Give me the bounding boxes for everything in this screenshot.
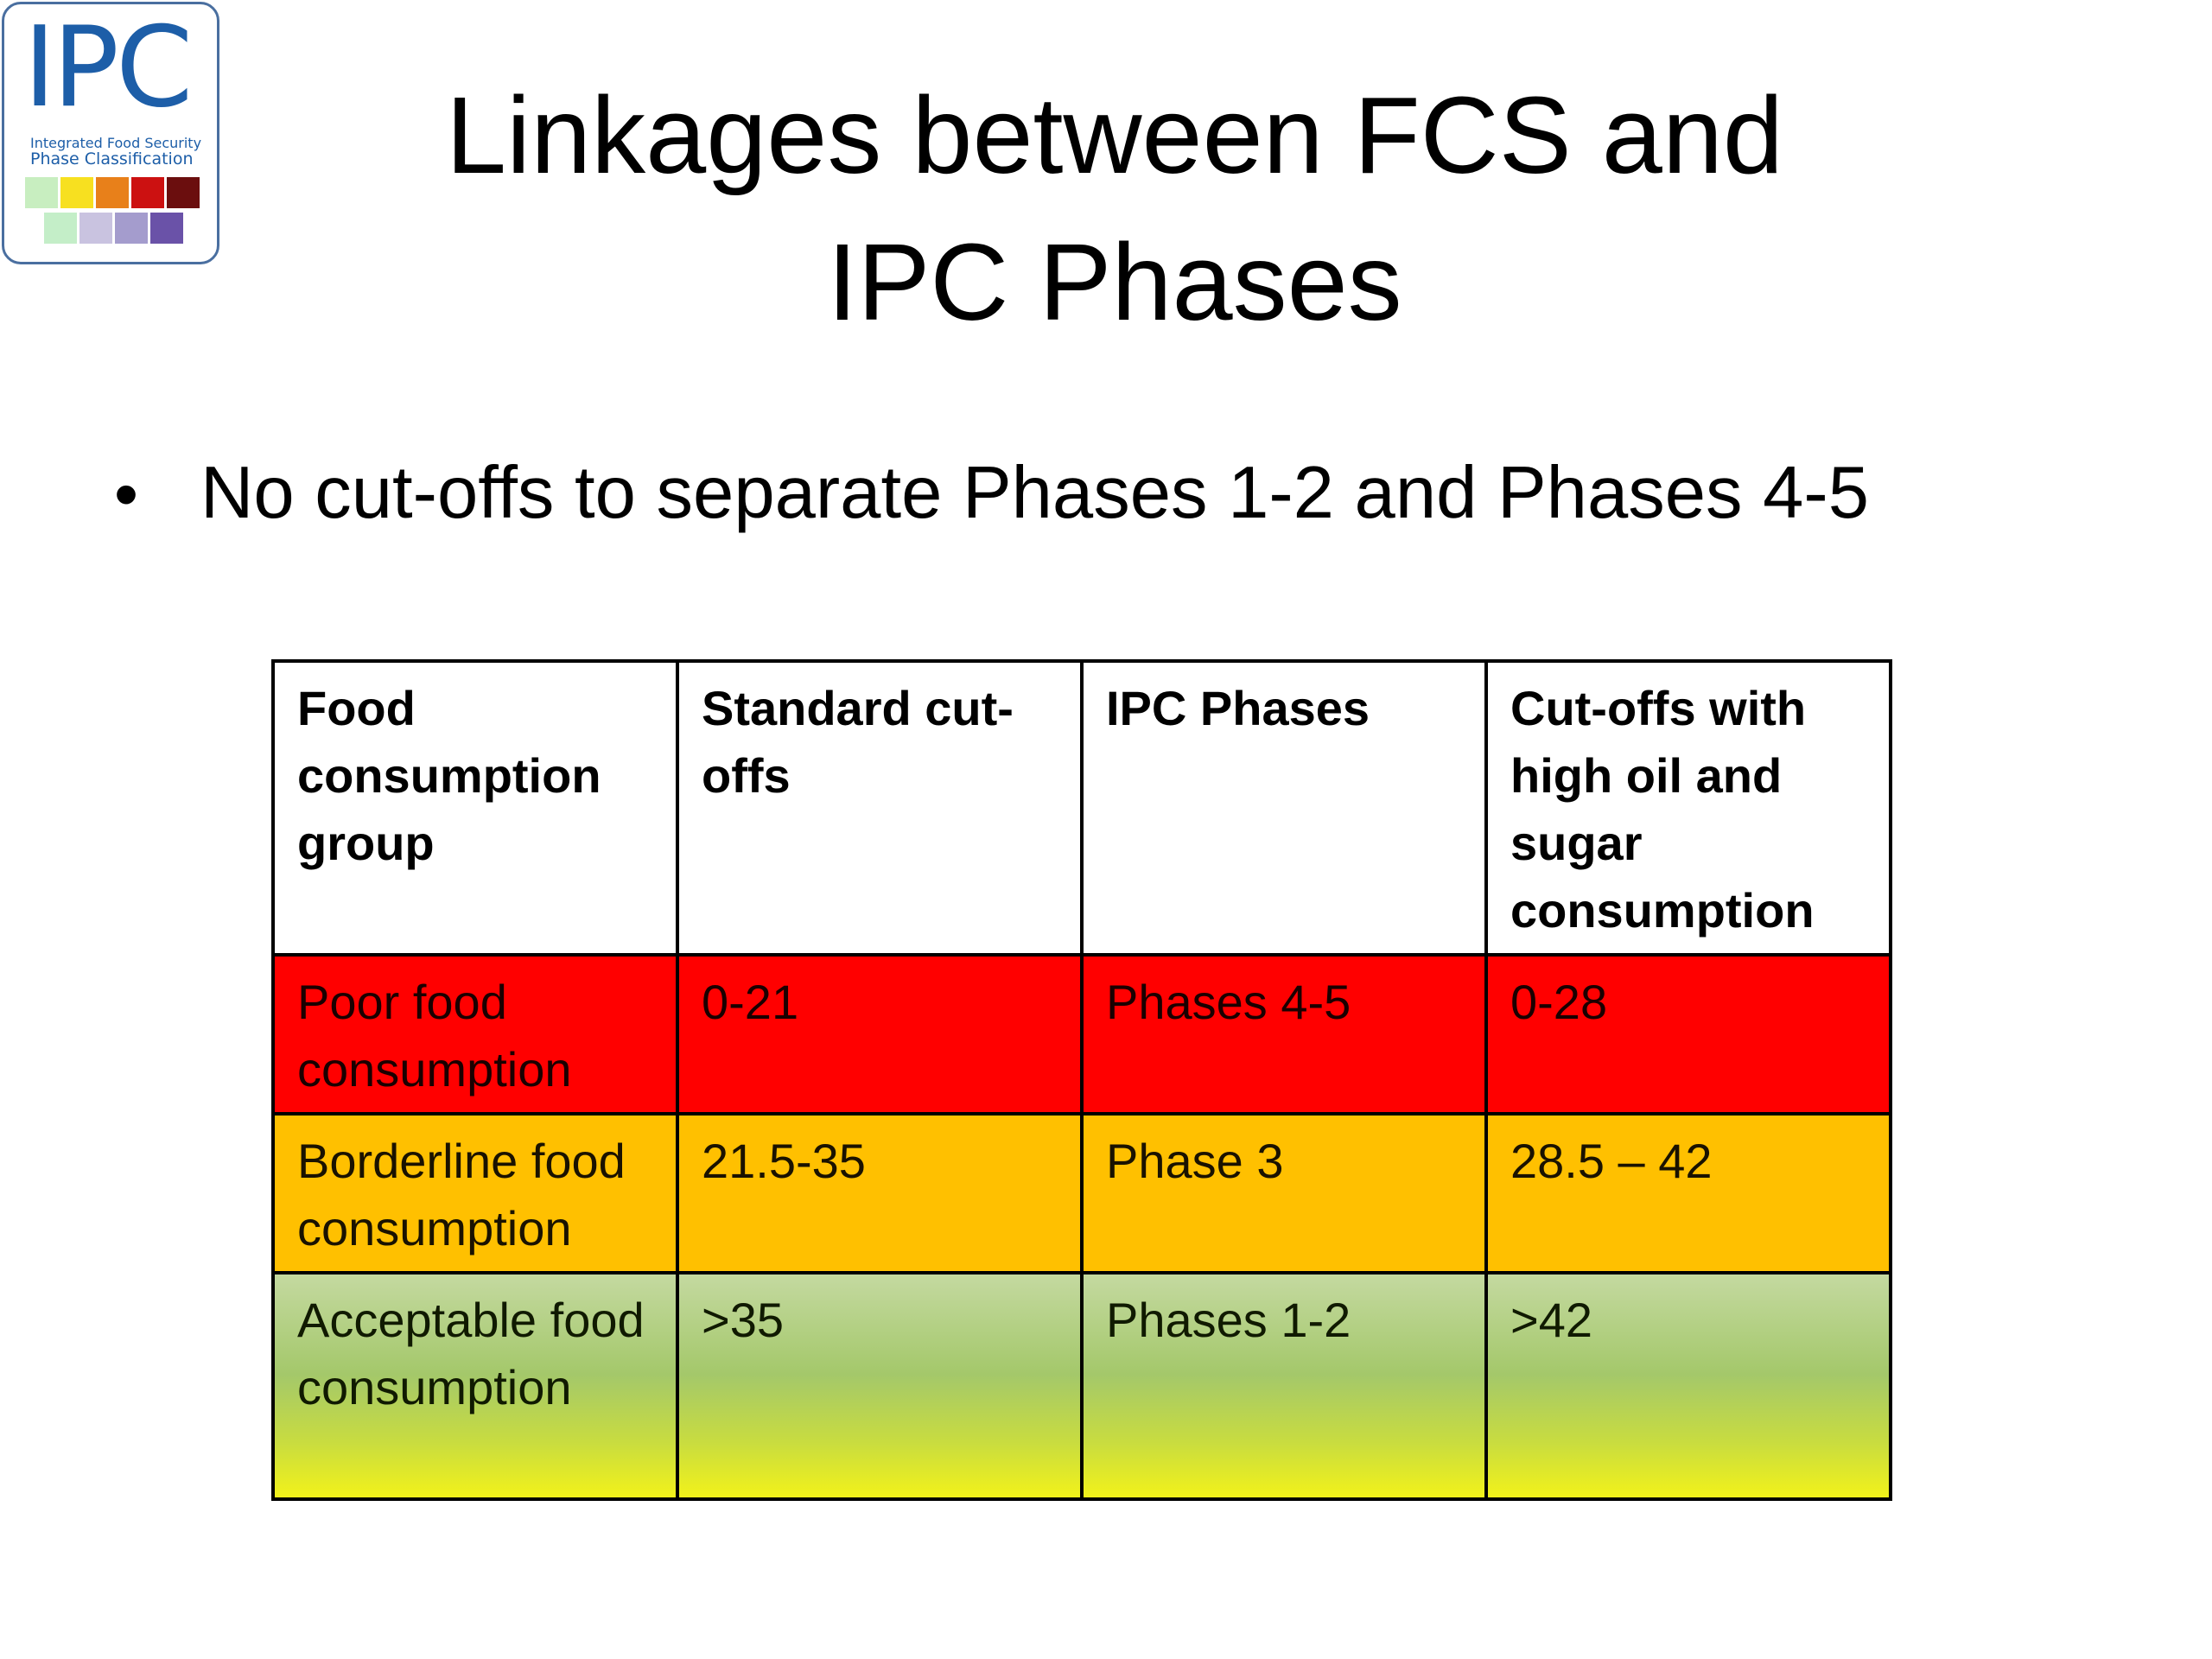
logo-swatch: [25, 177, 58, 208]
logo-swatch: [150, 213, 183, 244]
header-standard-cutoffs: Standard cut-offs: [676, 659, 1084, 957]
table-row-poor: Poor food consumption 0-21 Phases 4-5 0-…: [271, 953, 1892, 1116]
logo-swatch: [96, 177, 129, 208]
logo-subtitle-line1: Integrated Food Security: [30, 135, 202, 151]
table-cell: Poor food consumption: [271, 953, 679, 1116]
bullet-symbol: •: [114, 455, 139, 532]
table-cell: Borderline food consumption: [271, 1112, 679, 1274]
table-cell: Phase 3: [1080, 1112, 1488, 1274]
slide-title-line2: IPC Phases: [827, 221, 1402, 343]
table-cell: Phases 4-5: [1080, 953, 1488, 1116]
fcs-ipc-table: Food consumption group Standard cut-offs…: [271, 659, 1892, 1501]
logo-swatch: [131, 177, 164, 208]
logo-swatch: [79, 213, 112, 244]
table-cell: 28.5 – 42: [1484, 1112, 1892, 1274]
logo-subtitle-line2: Phase Classification: [30, 149, 194, 168]
table-cell: 0-21: [676, 953, 1084, 1116]
table-cell: 21.5-35: [676, 1112, 1084, 1274]
table-cell: >42: [1484, 1271, 1892, 1501]
header-high-oil-sugar-cutoffs: Cut-offs with high oil and sugar consump…: [1484, 659, 1892, 957]
table-row-acceptable: Acceptable food consumption >35 Phases 1…: [271, 1271, 1892, 1501]
swatch-row-2: [25, 213, 208, 244]
table-cell: >35: [676, 1271, 1084, 1501]
logo-swatch: [44, 213, 77, 244]
logo-subtitle: Integrated Food Security Phase Classific…: [30, 136, 212, 168]
logo-swatch: [60, 177, 93, 208]
logo-swatch: [115, 213, 148, 244]
swatch-row-1: [25, 177, 208, 208]
bullet-text: No cut-offs to separate Phases 1-2 and P…: [200, 452, 1869, 534]
table-header-row: Food consumption group Standard cut-offs…: [271, 659, 1892, 957]
table-cell: Phases 1-2: [1080, 1271, 1488, 1501]
header-ipc-phases: IPC Phases: [1080, 659, 1488, 957]
table-cell: 0-28: [1484, 953, 1892, 1116]
slide-title-line1: Linkages between FCS and: [446, 74, 1783, 196]
logo-swatch: [167, 177, 200, 208]
logo-phase-swatches: [25, 177, 208, 248]
slide-title: Linkages between FCS and IPC Phases: [302, 62, 1927, 356]
table-cell: Acceptable food consumption: [271, 1271, 679, 1501]
logo-wordmark: IPC: [23, 3, 193, 132]
ipc-logo: IPC Integrated Food Security Phase Class…: [2, 2, 219, 264]
header-food-consumption-group: Food consumption group: [271, 659, 679, 957]
bullet-point: • No cut-offs to separate Phases 1-2 and …: [114, 446, 2101, 542]
table-row-borderline: Borderline food consumption 21.5-35 Phas…: [271, 1112, 1892, 1274]
